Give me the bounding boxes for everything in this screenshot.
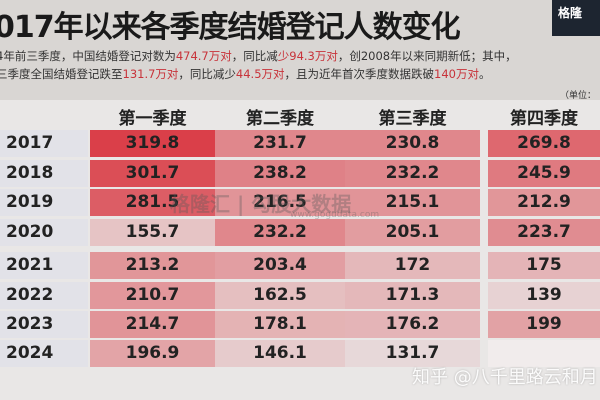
heatmap-table: 第一季度 第二季度 第三季度 第四季度 2017 319.8 231.7 230.8 269.8… — [0, 100, 600, 400]
heat-cell: 175 — [488, 252, 600, 279]
row-year: 2020 — [0, 219, 88, 246]
heat-cell: 216.5 — [215, 189, 345, 216]
row-year: 2019 — [0, 189, 88, 216]
watermark: 格隆汇 | 勾股大数据 — [170, 192, 352, 216]
highlight: 44.5万对 — [235, 67, 285, 81]
text: 4年前三季度，中国结婚登记对数为 — [0, 49, 176, 63]
text: ，同比减 — [231, 49, 278, 63]
row-year: 2021 — [0, 252, 88, 279]
heat-cell: 178.1 — [215, 311, 345, 338]
text: ，同比减少 — [178, 67, 236, 81]
zhihu-watermark: 知乎 @八千里路云和月 — [412, 367, 598, 388]
heat-cell: 230.8 — [345, 130, 480, 157]
highlight: 140万对 — [434, 67, 479, 81]
highlight: 474.7万对 — [175, 49, 232, 63]
row-year: 2024 — [0, 340, 88, 367]
heat-cell: 269.8 — [488, 130, 600, 157]
column-header: 第二季度 — [246, 109, 314, 129]
text: ，且为近年首次季度数据跌破 — [284, 67, 435, 81]
heat-cell: 215.1 — [345, 189, 480, 216]
highlight: 少94.3万对 — [277, 49, 338, 63]
heat-cell: 232.2 — [345, 160, 480, 187]
text: 。 — [478, 67, 491, 81]
highlight: 131.7万对 — [122, 67, 179, 81]
column-header: 第三季度 — [378, 109, 447, 129]
row-year: 2022 — [0, 282, 88, 309]
heat-cell: 155.7 — [90, 219, 215, 246]
heat-cell: 238.2 — [215, 160, 345, 187]
heat-cell: 203.4 — [215, 252, 345, 279]
heat-cell: 162.5 — [215, 282, 345, 309]
summary-line-2: 三季度全国结婚登记跌至131.7万对，同比减少44.5万对，且为近年首次季度数据… — [0, 66, 490, 82]
unit-label: （单位： — [560, 91, 597, 101]
row-year: 2018 — [0, 160, 88, 187]
watermark-url: www.gogudata.com — [290, 210, 380, 220]
heat-cell: 214.7 — [90, 311, 215, 338]
heat-cell: 205.1 — [345, 219, 480, 246]
text: ，创2008年以来同期新低；其中， — [337, 49, 517, 63]
row-year: 2023 — [0, 311, 88, 338]
gelonghui-logo: 格隆 — [552, 0, 600, 36]
heat-cell: 231.7 — [215, 130, 345, 157]
heat-cell: 223.7 — [488, 219, 600, 246]
summary-line-1: 4年前三季度，中国结婚登记对数为474.7万对，同比减少94.3万对，创2008… — [0, 48, 517, 64]
heat-cell: 245.9 — [488, 160, 600, 187]
page-title: 017年以来各季度结婚登记人数变化 — [0, 10, 461, 45]
heat-cell: 281.5 — [90, 189, 215, 216]
heat-cell: 319.8 — [90, 130, 215, 157]
row-year: 2017 — [0, 130, 88, 157]
heat-cell: 131.7 — [345, 340, 480, 367]
heat-cell: 199 — [488, 311, 600, 338]
heat-cell: 146.1 — [215, 340, 345, 367]
text: 三季度全国结婚登记跌至 — [0, 67, 123, 81]
heat-cell: 212.9 — [488, 189, 600, 216]
heat-cell: 172 — [345, 252, 480, 279]
heat-cell: 213.2 — [90, 252, 215, 279]
heat-cell: 232.2 — [215, 219, 345, 246]
heat-cell: 139 — [488, 282, 600, 309]
column-header: 第四季度 — [510, 109, 578, 129]
heat-cell: 176.2 — [345, 311, 480, 338]
heat-cell: 196.9 — [90, 340, 215, 367]
heat-cell — [488, 340, 600, 367]
column-header: 第一季度 — [118, 109, 187, 129]
heat-cell: 171.3 — [345, 282, 480, 309]
heat-cell: 301.7 — [90, 160, 215, 187]
heat-cell: 210.7 — [90, 282, 215, 309]
